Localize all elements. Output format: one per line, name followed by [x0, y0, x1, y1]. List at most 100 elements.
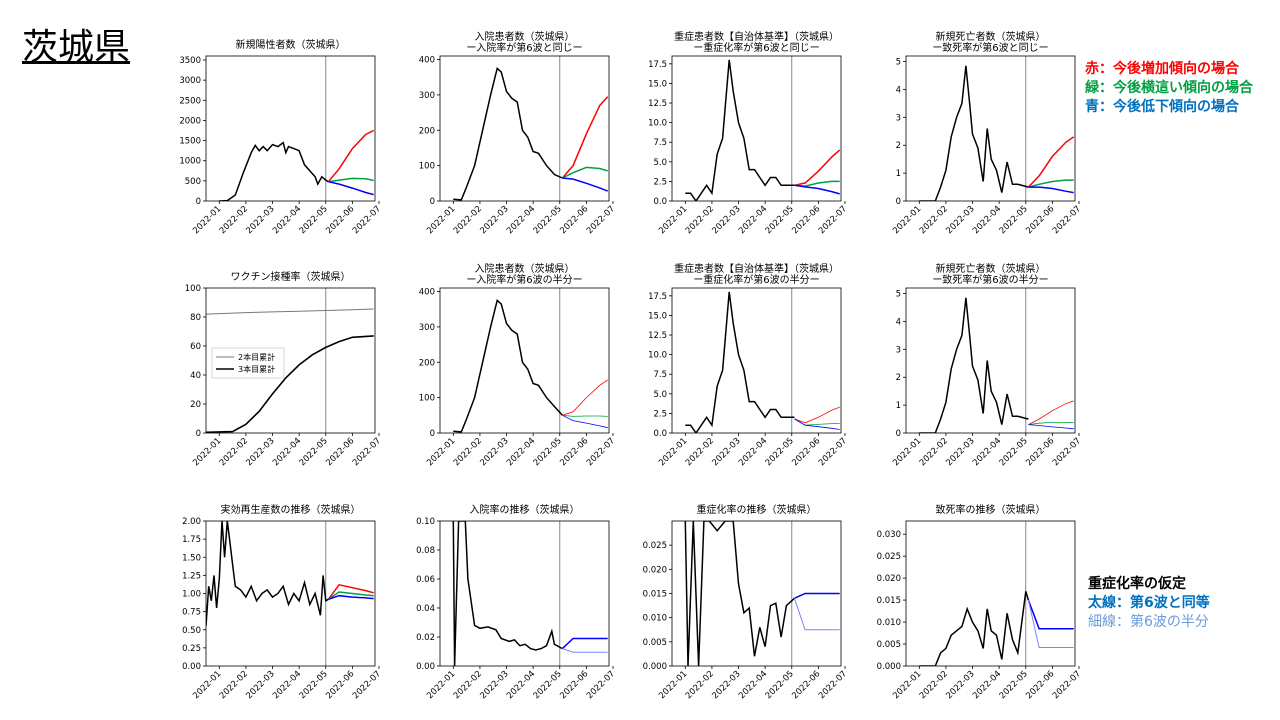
x-tick-label: 2022-01	[425, 204, 457, 236]
series-group	[452, 521, 608, 666]
chart-subtitle: ー致死率が第6波と同じー	[932, 41, 1048, 54]
series-second	[206, 308, 374, 315]
x-tick-label: 2022-04	[271, 669, 303, 701]
y-tick-label: 0.02	[416, 633, 435, 643]
y-tick-label: 0	[196, 197, 201, 207]
chart-c3: 重症患者数【自治体基準】（茨城県）ー重症化率が第6波と同じー 0.0 2.5 5.0 7…	[648, 30, 849, 236]
series-blue	[794, 418, 840, 430]
legend-label: 3本目累計	[238, 364, 275, 374]
legend-red: 赤：今後増加傾向の場合	[1085, 61, 1239, 77]
y-tick-label: 15.0	[648, 311, 667, 321]
y-tick-label: 200	[419, 126, 435, 136]
series-blue_thin	[793, 598, 840, 631]
x-tick-label: 2022-04	[271, 436, 303, 468]
x-tick-label: 2022-04	[971, 436, 1003, 468]
y-tick-label: 0.010	[643, 614, 667, 624]
chart-c8: 新規死亡者数（茨城県）ー致死率が第6波の半分ー0123452022-012022…	[891, 262, 1083, 468]
y-tick-label: 17.5	[648, 292, 667, 302]
series-green	[562, 414, 608, 417]
y-tick-label: 1	[896, 401, 901, 411]
x-tick-label: 2022-01	[657, 669, 689, 701]
y-tick-label: 100	[185, 284, 201, 294]
series-blue	[794, 592, 840, 599]
y-tick-label: 5	[896, 58, 901, 68]
series-group	[206, 308, 374, 433]
x-tick-label: 2022-04	[737, 436, 769, 468]
x-tick-label: 2022-05	[998, 204, 1030, 236]
y-tick-label: 500	[185, 177, 201, 187]
series-blue	[1027, 599, 1074, 630]
series-green	[794, 418, 840, 426]
x-tick-label: 2022-07	[1051, 669, 1083, 701]
chart-title: ワクチン接種率（茨城県）	[231, 270, 351, 283]
chart-c10: 入院率の推移（茨城県） 0.00 0.02 0.04 0.06 0.08 0.10 2022-…	[416, 503, 617, 701]
x-tick-label: 2022-07	[585, 436, 617, 468]
x-tick-label: 2022-06	[558, 436, 590, 468]
x-tick-label: 2022-03	[710, 436, 742, 468]
x-tick-label: 2022-04	[505, 436, 537, 468]
x-tick-label: 2022-03	[244, 669, 276, 701]
x-tick-label: 2022-01	[657, 204, 689, 236]
y-tick-label: 2.00	[182, 517, 201, 527]
y-tick-label: 0	[896, 197, 901, 207]
series-actual	[919, 591, 1030, 666]
series-group	[685, 291, 840, 433]
legend-green: 緑：今後横這い傾向の場合	[1085, 80, 1253, 96]
y-tick-label: 1.75	[182, 535, 201, 545]
x-tick-label: 2022-03	[478, 436, 510, 468]
x-tick-label: 2022-03	[244, 204, 276, 236]
y-tick-label: 200	[419, 358, 435, 368]
x-tick-label: 2022-07	[351, 669, 383, 701]
series-red	[794, 149, 841, 187]
y-tick-label: 0	[196, 429, 201, 439]
chart-title: 新規死亡者数（茨城県）	[936, 262, 1046, 275]
y-tick-label: 3000	[179, 76, 201, 86]
y-tick-label: 0.0	[653, 429, 667, 439]
y-tick-label: 0.010	[877, 618, 901, 628]
chart-subtitle: ー入院率が第6波の半分ー	[466, 273, 582, 286]
y-tick-label: 0.0	[653, 197, 667, 207]
x-tick-label: 2022-04	[271, 204, 303, 236]
y-tick-label: 0.005	[877, 640, 901, 650]
series-red	[562, 379, 608, 416]
x-tick-label: 2022-06	[558, 204, 590, 236]
y-tick-label: 0.75	[182, 608, 201, 618]
series-blue_thin	[562, 648, 608, 653]
legend-label: 2本目累計	[238, 352, 275, 362]
y-tick-label: 20	[190, 400, 201, 410]
x-tick-label: 2022-04	[971, 204, 1003, 236]
y-tick-label: 10.0	[648, 119, 667, 129]
plot-frame	[205, 287, 376, 434]
series-blue	[794, 184, 840, 195]
x-tick-label: 2022-01	[191, 204, 223, 236]
chart-title: 入院患者数（茨城県）	[475, 30, 575, 43]
series-group	[206, 521, 374, 627]
series-green	[1028, 179, 1074, 188]
x-tick-label: 2022-04	[971, 669, 1003, 701]
y-tick-label: 5.0	[653, 158, 667, 168]
x-tick-label: 2022-01	[191, 436, 223, 468]
x-tick-label: 2022-01	[425, 436, 457, 468]
x-tick-label: 2022-06	[324, 669, 356, 701]
plot-frame	[671, 55, 842, 202]
x-tick-label: 2022-01	[657, 436, 689, 468]
y-tick-label: 0	[430, 197, 435, 207]
x-tick-label: 2022-05	[532, 436, 564, 468]
series-red	[327, 129, 375, 183]
page-title: 茨城県	[22, 27, 131, 68]
y-tick-label: 0.25	[182, 644, 201, 654]
x-tick-label: 2022-06	[558, 669, 590, 701]
severity-note-title: 重症化率の仮定	[1088, 576, 1186, 592]
x-tick-label: 2022-02	[684, 436, 716, 468]
x-tick-label: 2022-02	[218, 436, 250, 468]
x-tick-label: 2022-05	[764, 436, 796, 468]
y-tick-label: 0.020	[643, 565, 667, 575]
x-tick-label: 2022-03	[478, 204, 510, 236]
series-green	[327, 591, 374, 600]
x-tick-label: 2022-06	[324, 436, 356, 468]
severity-note-thin: 細線：第6波の半分	[1088, 614, 1209, 630]
plot-frame	[905, 520, 1076, 667]
chart-title: 重症患者数【自治体基準】（茨城県）	[674, 262, 839, 275]
series-actual	[453, 67, 563, 201]
y-tick-label: 2	[896, 141, 901, 151]
